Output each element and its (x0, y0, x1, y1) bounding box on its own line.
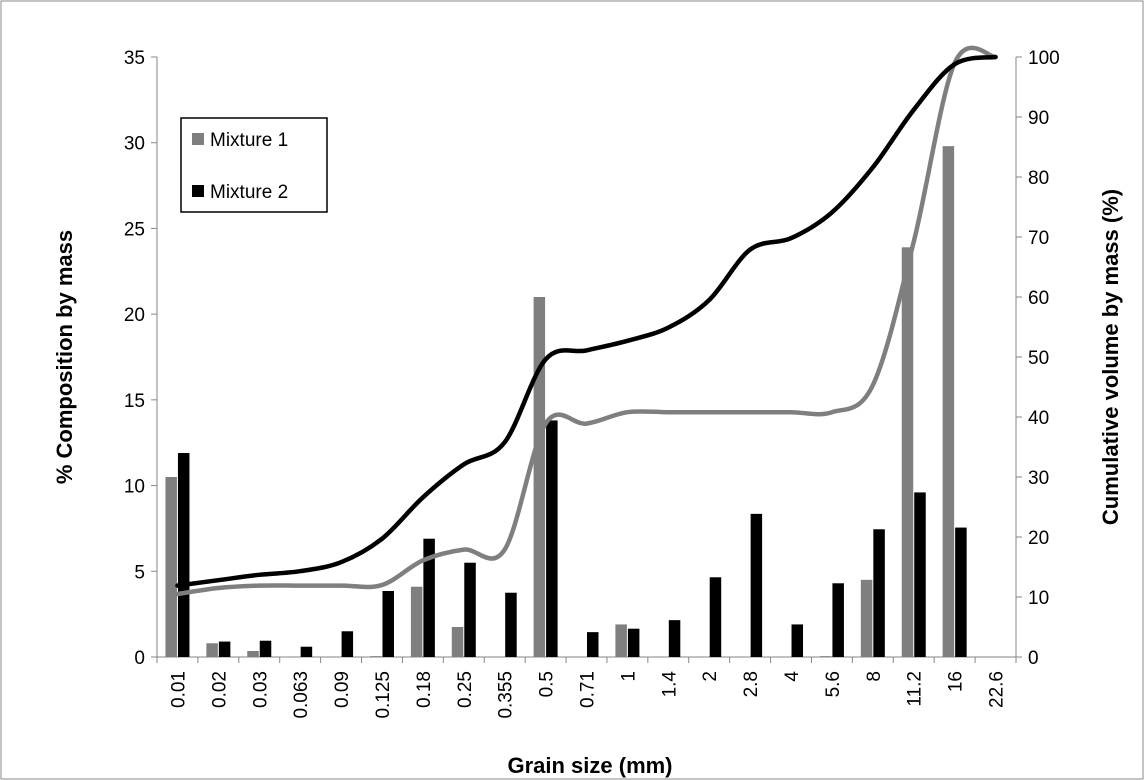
x-tick-label: 0.03 (250, 671, 271, 708)
bar-mixture-2 (709, 577, 722, 657)
y2-tick-label: 90 (1028, 108, 1049, 129)
y2-tick-label: 60 (1028, 288, 1049, 309)
x-tick-label: 0.01 (168, 671, 189, 708)
x-tick-label: 2.8 (741, 671, 762, 697)
bar-mixture-1 (369, 656, 382, 657)
y2-tick-label: 50 (1028, 348, 1049, 369)
y2-tick-label: 70 (1028, 228, 1049, 249)
x-tick-label: 16 (946, 671, 967, 692)
cumulative-line-mixture-2 (175, 54, 998, 588)
bar-mixture-1 (819, 656, 832, 657)
bar-mixture-2 (955, 527, 967, 657)
bar-mixture-1 (615, 624, 627, 657)
legend-swatch-mixture-2 (192, 185, 204, 197)
bar-mixture-1 (901, 247, 914, 658)
cumulative-line-mixture-1 (175, 45, 998, 597)
y-tick-label: 5 (134, 562, 145, 583)
legend-label-mixture-2: Mixture 2 (210, 182, 288, 203)
x-tick-label: 0.063 (291, 671, 312, 719)
y2-tick-label: 30 (1028, 468, 1049, 489)
y-axis-title: % Composition by mass (52, 230, 77, 484)
bar-mixture-2 (668, 620, 681, 657)
x-tick-label: 0.125 (373, 671, 394, 719)
y-tick-label: 35 (124, 48, 145, 69)
legend-swatch-mixture-1 (192, 133, 204, 145)
x-tick-label: 0.25 (455, 671, 476, 708)
bar-mixture-2 (750, 513, 763, 657)
x-tick-label: 5.6 (823, 671, 844, 697)
bar-mixture-1 (533, 297, 546, 657)
bar-mixture-1 (860, 579, 873, 657)
plot-area: 0 5 10 15 20 25 30 35 0 10 20 30 40 50 60 70 80 90 100 0.01… (124, 45, 1060, 719)
x-tick-label: 0.09 (332, 671, 353, 708)
bar-mixture-2 (587, 632, 599, 657)
bar-mixture-2 (464, 562, 476, 657)
bar-mixture-2 (546, 420, 558, 657)
bar-mixture-1 (451, 627, 464, 657)
y2-axis-title: Cumulative volume by mass (%) (1098, 189, 1123, 525)
bar-mixture-2 (300, 646, 313, 657)
y2-tick-label: 40 (1028, 408, 1049, 429)
x-tick-label: 0.355 (496, 671, 517, 719)
y2-tick-label: 80 (1028, 168, 1049, 189)
bar-mixture-2 (873, 529, 885, 657)
bar-mixture-1 (942, 146, 955, 657)
x-tick-label: 8 (864, 671, 885, 682)
bar-mixture-2 (627, 628, 640, 657)
x-tick-label: 11.2 (905, 671, 926, 707)
y2-tick-label: 0 (1028, 648, 1039, 669)
x-tick-label: 1 (618, 671, 639, 682)
y-tick-label: 30 (124, 134, 145, 155)
y-tick-label: 10 (124, 477, 145, 498)
y2-tick-label: 10 (1028, 588, 1049, 609)
y-tick-label: 25 (124, 219, 145, 240)
x-tick-label: 1.4 (659, 671, 680, 698)
x-tick-label: 22.6 (987, 671, 1008, 708)
bar-mixture-2 (832, 583, 844, 657)
x-tick-label: 0.5 (537, 671, 558, 697)
y-tick-label: 20 (124, 305, 145, 326)
x-tick-label: 0.18 (414, 671, 435, 708)
bar-mixture-2 (423, 538, 435, 657)
x-axis-title: Grain size (mm) (507, 753, 672, 778)
x-tick-label: 2 (700, 671, 721, 682)
bar-mixture-2 (259, 640, 272, 657)
bar-mixture-1 (247, 651, 259, 657)
x-tick-label: 0.71 (578, 671, 599, 708)
bar-mixture-2 (382, 591, 394, 657)
bar-mixture-2 (218, 641, 231, 657)
bar-mixture-2 (341, 631, 354, 657)
bar-mixture-2 (505, 592, 517, 657)
y2-tick-label: 100 (1028, 48, 1060, 69)
legend-label-mixture-1: Mixture 1 (210, 130, 288, 151)
bar-mixture-2 (914, 492, 926, 657)
y2-tick-label: 20 (1028, 528, 1049, 549)
bar-mixture-1 (410, 586, 423, 657)
y-tick-label: 15 (124, 391, 145, 412)
legend-box (180, 117, 328, 213)
x-tick-label: 4 (782, 671, 803, 682)
bar-mixture-2 (177, 453, 190, 657)
bar-mixture-2 (791, 624, 804, 657)
bar-mixture-1 (165, 477, 177, 657)
x-tick-label: 0.02 (209, 671, 230, 708)
y-tick-label: 0 (134, 648, 145, 669)
bar-mixture-1 (206, 643, 218, 657)
legend: Mixture 1 Mixture 2 (180, 117, 328, 213)
